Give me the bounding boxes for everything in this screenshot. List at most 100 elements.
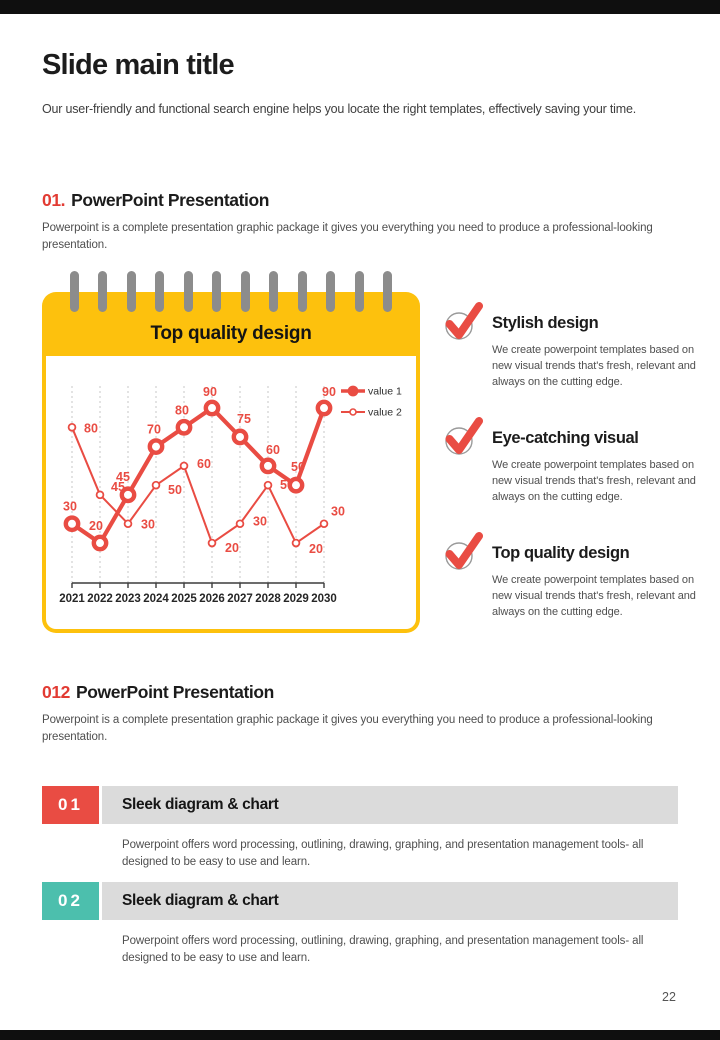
chart-value-label: 75 [237, 412, 251, 426]
binder-ring [326, 271, 336, 312]
page-header: Slide main title Our user-friendly and f… [42, 49, 692, 116]
section-description: Powerpoint is a complete presentation gr… [42, 714, 653, 744]
notepad-chart-card: Top quality design 2021 2022 2023 2024 2025 2… [42, 271, 420, 633]
chart-data-point [91, 534, 109, 552]
chart-value-label: 45 [116, 470, 130, 484]
page-subtitle: Our user-friendly and functional search … [42, 101, 636, 116]
item-title: Sleek diagram & chart [122, 796, 279, 813]
binder-ring [98, 271, 108, 312]
section-title: PowerPoint Presentation [76, 682, 274, 702]
chart-value-label: 50 [291, 460, 305, 474]
chart-data-point [67, 423, 77, 432]
chart-x-axis [71, 582, 325, 588]
chart-title: Top quality design [150, 323, 312, 344]
svg-text:2026: 2026 [199, 593, 225, 605]
chart-value-label: 20 [309, 542, 323, 556]
chart-data-point [315, 399, 333, 417]
chart-series-value-2: 80 45 30 50 60 20 30 50 20 30 [67, 421, 345, 556]
section-powerpoint-presentation-2: 012 PowerPoint Presentation Powerpoint is… [42, 682, 697, 747]
chart-value-label: 70 [147, 423, 161, 437]
item-description: Powerpoint offers word processing, outli… [122, 934, 644, 964]
binder-ring [183, 271, 193, 312]
chart-value-label: 20 [225, 541, 239, 555]
svg-text:2025: 2025 [171, 593, 197, 605]
feature-description: We create powerpoint templates based on … [492, 573, 696, 618]
page-title: Slide main title [42, 49, 235, 81]
top-black-bar [0, 0, 720, 14]
line-chart: 2021 2022 2023 2024 2025 2026 2027 2028 2029 2030… [59, 385, 402, 605]
chart-value-label: 60 [266, 443, 280, 457]
binder-ring [354, 271, 364, 312]
chart-data-point [175, 418, 193, 436]
chart-data-point [263, 480, 273, 490]
feature-description: We create powerpoint templates based on … [492, 344, 696, 388]
section-powerpoint-presentation-1: 01. PowerPoint Presentation Powerpoint is… [42, 190, 697, 255]
chart-data-point [119, 486, 137, 504]
binder-ring [382, 271, 392, 312]
chart-data-point [235, 519, 245, 529]
chart-value-label: 80 [175, 403, 189, 417]
chart-data-point [207, 538, 217, 548]
chart-data-point [95, 490, 105, 500]
binder-ring [269, 271, 279, 312]
binder-ring [70, 271, 79, 312]
check-icon [445, 416, 483, 455]
feature-description: We create powerpoint templates based on … [492, 458, 696, 503]
section-number: 012 [42, 682, 70, 702]
check-icon [445, 531, 483, 570]
chart-x-tick-labels: 2021 2022 2023 2024 2025 2026 2027 2028 2029 2030 [59, 593, 337, 605]
item-title: Sleek diagram & chart [122, 891, 279, 909]
svg-text:2028: 2028 [255, 593, 281, 605]
item-title-bar: Sleek diagram & chart [102, 786, 678, 824]
feature-list: Stylish design We create powerpoint temp… [443, 299, 696, 643]
page-number: 22 [662, 990, 676, 1004]
chart-series-value-1: 30 20 45 70 80 90 75 60 50 90 [63, 385, 336, 552]
chart-legend: value 1 value 2 [341, 386, 402, 419]
list-item: 02 Sleek diagram & chart Powerpoint offe… [42, 881, 678, 968]
chart-data-point [291, 538, 301, 548]
feature-item: Top quality design We create powerpoint … [443, 529, 696, 621]
chart-value-label: 30 [331, 505, 345, 519]
section-heading: 012 PowerPoint Presentation [42, 682, 697, 703]
list-item: 01 Sleek diagram & chart Powerpoint offe… [42, 786, 678, 872]
feature-title: Top quality design [492, 543, 630, 562]
svg-text:2021: 2021 [59, 593, 85, 605]
item-number-badge: 01 [42, 786, 99, 824]
chart-data-point [231, 428, 249, 446]
svg-text:2022: 2022 [87, 593, 113, 605]
chart-value-label: 30 [253, 515, 267, 529]
bottom-black-bar [0, 1030, 720, 1040]
svg-text:2024: 2024 [143, 593, 169, 605]
chart-value-label: 60 [197, 457, 211, 471]
chart-legend-label: value 1 [368, 386, 402, 398]
binder-ring [240, 271, 250, 312]
numbered-item-list: 01 Sleek diagram & chart Powerpoint offe… [42, 786, 678, 977]
section-description: Powerpoint is a complete presentation gr… [42, 222, 653, 252]
chart-legend-label: value 2 [368, 407, 402, 419]
check-icon [445, 302, 483, 340]
chart-data-point [151, 480, 161, 490]
chart-area: 2021 2022 2023 2024 2025 2026 2027 2028 2029 2030… [42, 356, 420, 633]
section-number: 01. [42, 190, 66, 210]
feature-title: Stylish design [492, 314, 599, 332]
item-title-bar: Sleek diagram & chart [102, 881, 678, 920]
chart-data-point [147, 438, 165, 455]
feature-item: Eye-catching visual We create powerpoint… [443, 414, 696, 506]
svg-text:2030: 2030 [311, 593, 337, 605]
section-title: PowerPoint Presentation [71, 190, 270, 210]
feature-item: Stylish design We create powerpoint temp… [443, 299, 696, 391]
svg-text:2027: 2027 [227, 593, 253, 605]
item-number-badge: 02 [42, 881, 99, 920]
chart-value-label: 90 [203, 385, 217, 399]
binder-ring [155, 271, 165, 312]
chart-data-point [123, 519, 133, 529]
svg-text:2023: 2023 [115, 593, 141, 605]
chart-value-label: 80 [84, 421, 98, 435]
chart-data-point [319, 519, 329, 529]
binder-ring [212, 271, 222, 312]
chart-value-label: 30 [63, 500, 77, 514]
chart-data-point [63, 515, 81, 533]
chart-data-point [203, 399, 221, 417]
chart-data-point [259, 457, 277, 475]
chart-value-label: 50 [168, 483, 182, 497]
